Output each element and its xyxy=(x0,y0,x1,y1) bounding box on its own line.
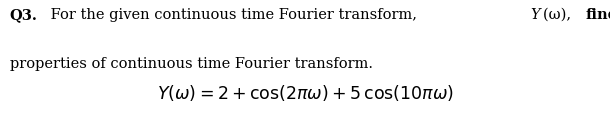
Text: find: find xyxy=(585,8,610,22)
Text: properties of continuous time Fourier transform.: properties of continuous time Fourier tr… xyxy=(10,56,373,70)
Text: Y: Y xyxy=(531,8,540,22)
Text: Q3.: Q3. xyxy=(10,8,38,22)
Text: $Y(\omega) = 2 + \cos(2\pi\omega) + 5\,\cos(10\pi\omega)$: $Y(\omega) = 2 + \cos(2\pi\omega) + 5\,\… xyxy=(157,82,453,102)
Text: (ω),: (ω), xyxy=(543,8,576,22)
Text: For the given continuous time Fourier transform,: For the given continuous time Fourier tr… xyxy=(46,8,422,22)
